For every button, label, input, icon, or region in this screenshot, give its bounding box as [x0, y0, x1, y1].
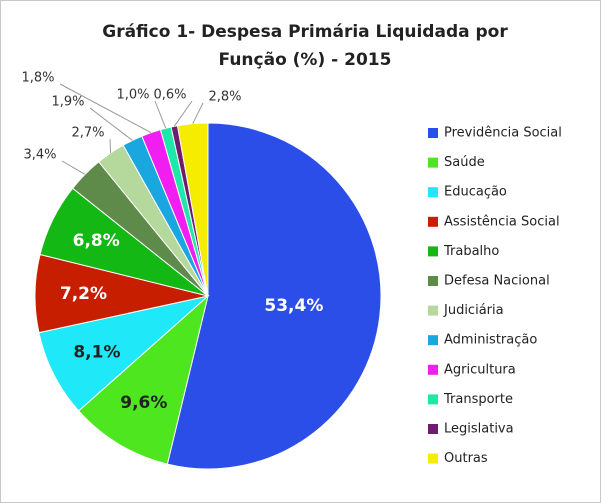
data-label: 2,8% [208, 90, 241, 105]
legend-label: Educação [444, 185, 507, 200]
chart-title: Gráfico 1- Despesa Primária Liquidada po… [102, 22, 508, 42]
leader-line [89, 107, 133, 141]
data-label: 6,8% [73, 231, 120, 251]
legend-label: Trabalho [443, 244, 499, 259]
data-label: 1,0% [116, 88, 149, 103]
data-label: 9,6% [120, 393, 167, 413]
leader-line [154, 100, 167, 129]
data-label: 3,4% [23, 148, 56, 163]
data-label: 8,1% [73, 342, 120, 362]
legend-label: Administração [444, 333, 537, 348]
legend-swatch [428, 453, 438, 464]
legend-swatch [428, 246, 438, 257]
legend-swatch [428, 364, 438, 375]
legend-label: Transporte [443, 392, 513, 407]
data-label: 53,4% [264, 296, 323, 316]
legend-label: Outras [444, 451, 488, 466]
data-label: 2,7% [71, 126, 104, 141]
legend-swatch [428, 187, 438, 198]
pie-slice [38, 295, 210, 412]
leader-line [173, 100, 193, 127]
legend-label: Saúde [444, 155, 485, 170]
legend-label: Previdência Social [444, 126, 562, 141]
legend-swatch [428, 157, 438, 168]
legend-swatch [428, 128, 438, 138]
leader-line [192, 102, 204, 124]
legend-swatch [428, 216, 438, 227]
legend-swatch [428, 335, 438, 346]
legend-label: Judiciária [443, 303, 504, 318]
leader-line [109, 138, 112, 154]
leader-line [61, 160, 86, 175]
data-label: 0,6% [153, 88, 186, 103]
legend-label: Agricultura [444, 362, 516, 377]
leader-line [59, 83, 152, 134]
pie-slice [166, 122, 382, 470]
legend-label: Legislativa [444, 422, 514, 437]
legend-swatch [428, 394, 438, 405]
data-label: 1,9% [51, 95, 84, 110]
data-label: 1,8% [21, 71, 54, 86]
legend-swatch [428, 424, 438, 434]
legend-label: Defesa Nacional [444, 274, 550, 289]
pie-slice [77, 294, 209, 465]
chart-title: Função (%) - 2015 [219, 50, 392, 70]
legend-swatch [428, 305, 438, 316]
data-label: 7,2% [60, 284, 107, 304]
legend-label: Assistência Social [444, 214, 560, 229]
legend-swatch [428, 276, 438, 286]
